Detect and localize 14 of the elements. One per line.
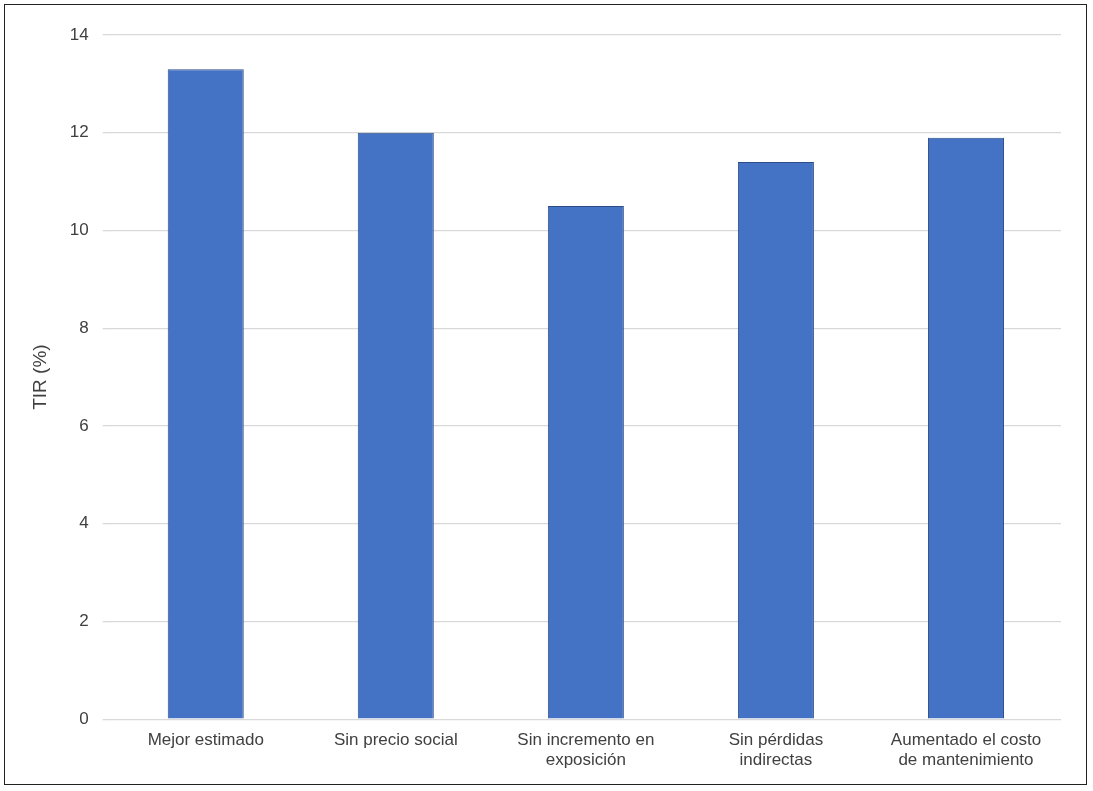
y-tick-label: 2 [79,611,89,631]
x-tick-label: Sin incremento en exposición [517,730,655,770]
y-tick-label: 12 [69,122,89,142]
y-tick-label: 10 [69,220,89,240]
y-axis-title: TIR (%) [28,344,50,410]
y-tick-label: 6 [79,415,89,435]
x-tick-label: Sin precio social [333,730,458,750]
x-tick-label: Sin pérdidas indirectas [728,730,824,770]
y-tick-label: 0 [79,708,89,728]
x-tick-label: Mejor estimado [147,730,264,750]
y-tick-label: 8 [79,317,89,337]
y-tick-label: 4 [79,513,89,533]
y-tick-label: 14 [69,24,89,44]
x-tick-label: Aumentado el costo de mantenimiento [890,730,1042,770]
